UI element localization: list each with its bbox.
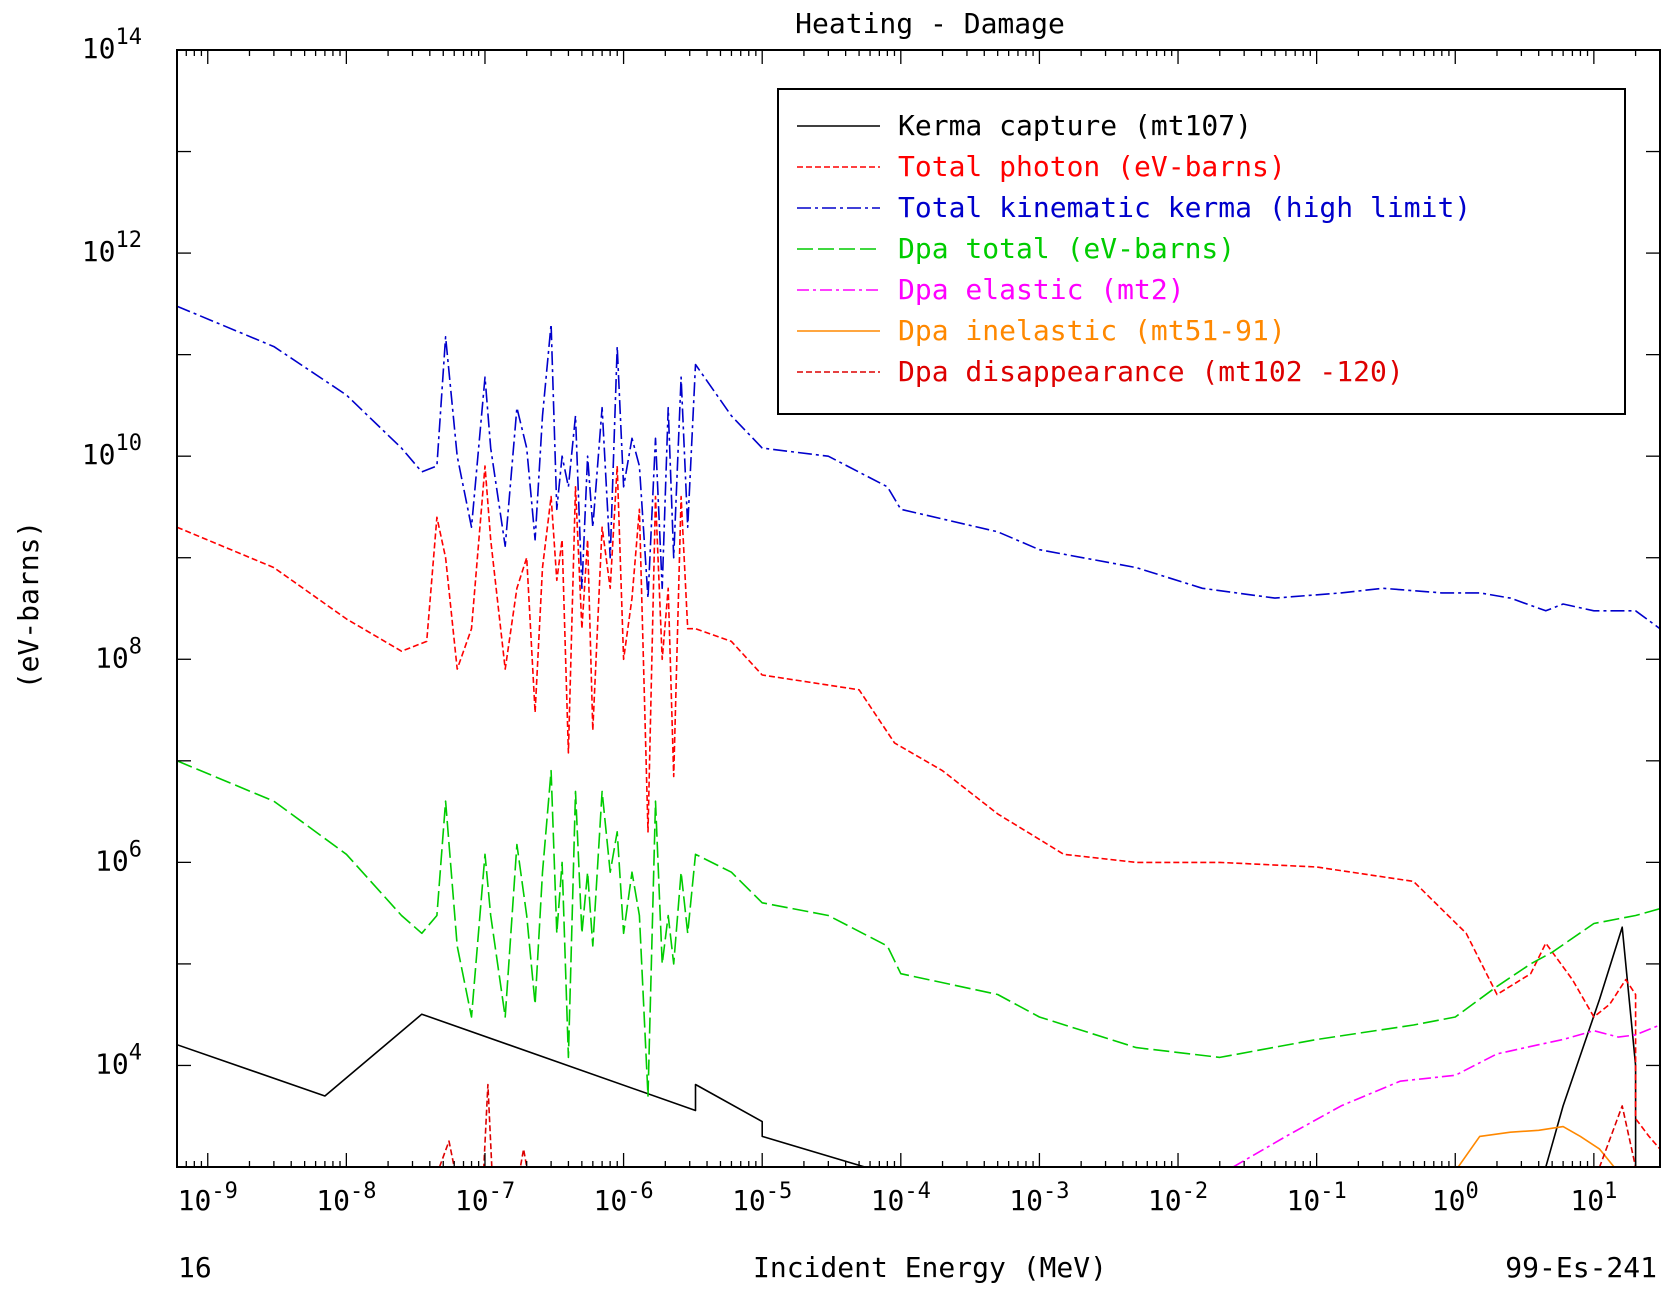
x-tick-label: 10-5 [732, 1179, 792, 1217]
x-tick-label: 10-9 [178, 1179, 238, 1217]
footer-right: 99-Es-241 [1505, 1251, 1657, 1284]
y-tick-label: 1010 [82, 431, 142, 471]
legend-label: Total photon (eV-barns) [898, 150, 1286, 183]
legend-label: Dpa inelastic (mt51-91) [898, 314, 1286, 347]
x-tick-label: 10-1 [1287, 1179, 1347, 1217]
series-line-6 [1457, 1125, 1615, 1167]
footer-left: 16 [178, 1251, 212, 1284]
x-tick-label: 100 [1432, 1179, 1479, 1217]
legend-label: Dpa disappearance (mt102 -120) [898, 355, 1404, 388]
x-tick-label: 10-6 [593, 1179, 653, 1217]
legend-box [777, 88, 1626, 415]
legend-label: Dpa elastic (mt2) [898, 273, 1185, 306]
x-tick-label: 101 [1570, 1179, 1617, 1217]
legend: Kerma capture (mt107) Total photon (eV-ba… [777, 88, 1626, 415]
y-tick-label: 1014 [82, 25, 142, 65]
x-tick-label: 10-2 [1148, 1179, 1208, 1217]
series-line-5 [1232, 1024, 1660, 1167]
chart-title: Heating - Damage [795, 7, 1065, 40]
legend-label: Total kinematic kerma (high limit) [898, 191, 1471, 224]
y-axis-label: (eV-barns) [12, 521, 45, 690]
plot-frame [176, 49, 1661, 1168]
y-tick-label: 104 [95, 1040, 142, 1080]
y-tick-label: 106 [95, 837, 142, 877]
series-line-4 [177, 760, 1660, 1097]
x-tick-label: 10-7 [455, 1179, 515, 1217]
x-tick-label: 10-3 [1009, 1179, 1069, 1217]
x-axis-label: Incident Energy (MeV) [753, 1251, 1107, 1284]
y-tick-label: 108 [95, 634, 142, 674]
series-line-7 [438, 1083, 1637, 1167]
series-line-1 [177, 926, 1637, 1167]
series-line-3 [177, 305, 1660, 630]
x-tick-label: 10-4 [871, 1179, 931, 1217]
legend-label: Kerma capture (mt107) [898, 109, 1252, 142]
series-line-2 [177, 465, 1660, 1150]
legend-label: Dpa total (eV-barns) [898, 232, 1235, 265]
y-tick-label: 1012 [82, 228, 142, 268]
x-tick-label: 10-8 [316, 1179, 376, 1217]
